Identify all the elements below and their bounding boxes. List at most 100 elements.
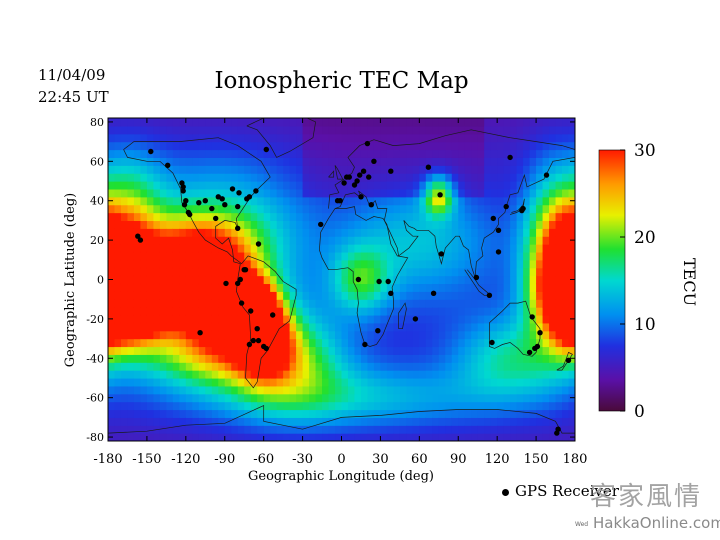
heatmap-cell bbox=[503, 433, 511, 441]
heatmap-cell bbox=[166, 362, 174, 371]
heatmap-cell bbox=[503, 141, 511, 151]
gps-receiver-point bbox=[473, 274, 480, 281]
heatmap-cell bbox=[218, 220, 226, 229]
heatmap-cell bbox=[477, 417, 485, 426]
heatmap-cell bbox=[555, 322, 563, 332]
heatmap-cell bbox=[568, 291, 575, 300]
heatmap-cell bbox=[133, 244, 142, 253]
heatmap-cell bbox=[399, 275, 407, 285]
heatmap-cell bbox=[477, 354, 485, 363]
heatmap-cell bbox=[406, 401, 414, 411]
heatmap-cell bbox=[250, 393, 258, 403]
heatmap-cell bbox=[198, 196, 206, 206]
heatmap-cell bbox=[140, 283, 148, 292]
gps-receiver-point bbox=[490, 215, 496, 222]
heatmap-cell bbox=[490, 196, 498, 206]
heatmap-cell bbox=[523, 322, 531, 332]
heatmap-cell bbox=[127, 188, 135, 198]
heatmap-cell bbox=[224, 125, 232, 135]
heatmap-cell bbox=[536, 377, 544, 387]
heatmap-cell bbox=[367, 125, 375, 135]
heatmap-cell bbox=[296, 173, 304, 182]
heatmap-cell bbox=[289, 244, 297, 253]
heatmap-cell bbox=[484, 173, 492, 182]
heatmap-cell bbox=[523, 354, 531, 363]
heatmap-cell bbox=[412, 377, 420, 387]
heatmap-cell bbox=[283, 377, 291, 387]
coastline bbox=[108, 404, 575, 434]
heatmap-cell bbox=[419, 141, 427, 151]
heatmap-cell bbox=[568, 125, 575, 135]
gps-receiver-point bbox=[248, 308, 254, 314]
heatmap-cell bbox=[347, 228, 356, 237]
heatmap-cell bbox=[341, 267, 349, 277]
heatmap-cell bbox=[464, 377, 472, 387]
heatmap-cell bbox=[283, 236, 291, 245]
y-tick-label: 0 bbox=[97, 274, 104, 287]
heatmap-cell bbox=[425, 409, 433, 418]
heatmap-cell bbox=[549, 220, 557, 229]
heatmap-cell bbox=[120, 291, 129, 300]
heatmap-cell bbox=[335, 228, 343, 237]
heatmap-cell bbox=[114, 220, 122, 229]
heatmap-cell bbox=[451, 291, 459, 300]
heatmap-cell bbox=[172, 283, 180, 292]
heatmap-cell bbox=[347, 165, 356, 174]
heatmap-cell bbox=[322, 165, 330, 174]
heatmap-cell bbox=[438, 125, 446, 135]
heatmap-cell bbox=[367, 244, 375, 253]
heatmap-cell bbox=[490, 188, 498, 198]
heatmap-cell bbox=[257, 267, 265, 277]
heatmap-cell bbox=[438, 417, 446, 426]
heatmap-cell bbox=[244, 118, 252, 127]
heatmap-cell bbox=[270, 393, 278, 403]
heatmap-cell bbox=[516, 417, 524, 426]
heatmap-cell bbox=[412, 196, 420, 206]
heatmap-cell bbox=[542, 204, 550, 214]
heatmap-cell bbox=[179, 362, 187, 371]
heatmap-cell bbox=[471, 236, 479, 245]
heatmap-cell bbox=[237, 204, 245, 214]
heatmap-cell bbox=[432, 385, 440, 395]
heatmap-cell bbox=[289, 433, 297, 441]
heatmap-cell bbox=[257, 409, 265, 418]
heatmap-cell bbox=[458, 196, 466, 206]
heatmap-cell bbox=[146, 141, 155, 151]
heatmap-cell bbox=[549, 291, 557, 300]
heatmap-cell bbox=[477, 196, 485, 206]
heatmap-cell bbox=[120, 322, 129, 332]
heatmap-cell bbox=[211, 220, 219, 229]
heatmap-cell bbox=[568, 307, 575, 316]
heatmap-cell bbox=[315, 370, 323, 379]
heatmap-cell bbox=[458, 149, 466, 158]
heatmap-cell bbox=[471, 425, 479, 434]
heatmap-cell bbox=[523, 244, 531, 253]
heatmap-cell bbox=[172, 354, 180, 363]
heatmap-cell bbox=[140, 385, 148, 395]
heatmap-cell bbox=[458, 236, 466, 245]
heatmap-cell bbox=[523, 141, 531, 151]
heatmap-cell bbox=[380, 141, 388, 151]
heatmap-cell bbox=[231, 330, 239, 340]
heatmap-cell bbox=[503, 401, 511, 411]
heatmap-cell bbox=[419, 236, 427, 245]
heatmap-cell bbox=[458, 307, 466, 316]
heatmap-cell bbox=[542, 409, 550, 418]
heatmap-cell bbox=[211, 370, 219, 379]
heatmap-cell bbox=[360, 299, 369, 308]
heatmap-cell bbox=[341, 157, 349, 166]
heatmap-cell bbox=[315, 338, 323, 348]
watermark-small: Wed bbox=[575, 521, 589, 528]
heatmap-cell bbox=[419, 133, 427, 143]
heatmap-cell bbox=[347, 377, 356, 387]
heatmap-cell bbox=[523, 338, 531, 348]
heatmap-cell bbox=[562, 149, 570, 158]
gps-receiver-point bbox=[219, 196, 225, 202]
heatmap-cell bbox=[198, 173, 206, 182]
heatmap-cell bbox=[367, 409, 375, 418]
heatmap-cell bbox=[549, 330, 557, 340]
heatmap-cell bbox=[146, 377, 155, 387]
heatmap-cell bbox=[127, 346, 135, 355]
heatmap-cell bbox=[562, 425, 570, 434]
heatmap-cell bbox=[302, 377, 310, 387]
